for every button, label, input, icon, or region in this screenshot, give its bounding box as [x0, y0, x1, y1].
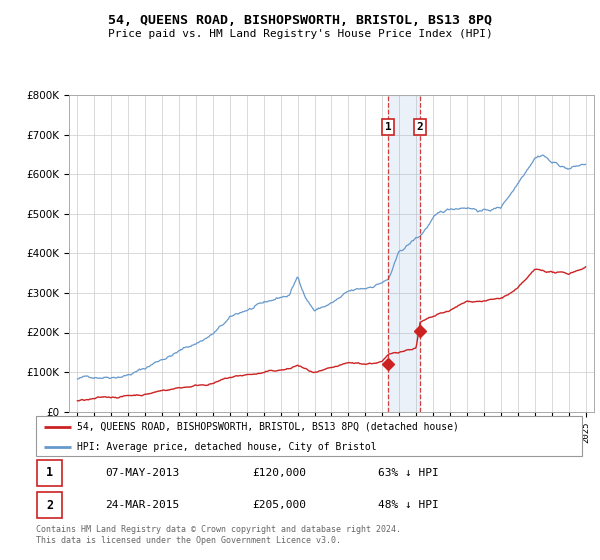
Text: 1: 1: [385, 122, 392, 132]
Bar: [388, 95, 420, 412]
Text: 07-MAY-2013: 07-MAY-2013: [105, 468, 179, 478]
Text: 54, QUEENS ROAD, BISHOPSWORTH, BRISTOL, BS13 8PQ: 54, QUEENS ROAD, BISHOPSWORTH, BRISTOL, …: [108, 14, 492, 27]
Text: £205,000: £205,000: [252, 500, 306, 510]
Text: 48% ↓ HPI: 48% ↓ HPI: [378, 500, 439, 510]
Text: 24-MAR-2015: 24-MAR-2015: [105, 500, 179, 510]
Text: 54, QUEENS ROAD, BISHOPSWORTH, BRISTOL, BS13 8PQ (detached house): 54, QUEENS ROAD, BISHOPSWORTH, BRISTOL, …: [77, 422, 459, 432]
Text: £120,000: £120,000: [252, 468, 306, 478]
FancyBboxPatch shape: [37, 460, 62, 486]
Text: Price paid vs. HM Land Registry's House Price Index (HPI): Price paid vs. HM Land Registry's House …: [107, 29, 493, 39]
FancyBboxPatch shape: [37, 492, 62, 518]
Text: HPI: Average price, detached house, City of Bristol: HPI: Average price, detached house, City…: [77, 442, 377, 452]
Text: 2: 2: [416, 122, 424, 132]
Text: 63% ↓ HPI: 63% ↓ HPI: [378, 468, 439, 478]
FancyBboxPatch shape: [36, 416, 582, 456]
Text: Contains HM Land Registry data © Crown copyright and database right 2024.
This d: Contains HM Land Registry data © Crown c…: [36, 525, 401, 545]
Text: 1: 1: [46, 466, 53, 479]
Text: 2: 2: [46, 498, 53, 512]
